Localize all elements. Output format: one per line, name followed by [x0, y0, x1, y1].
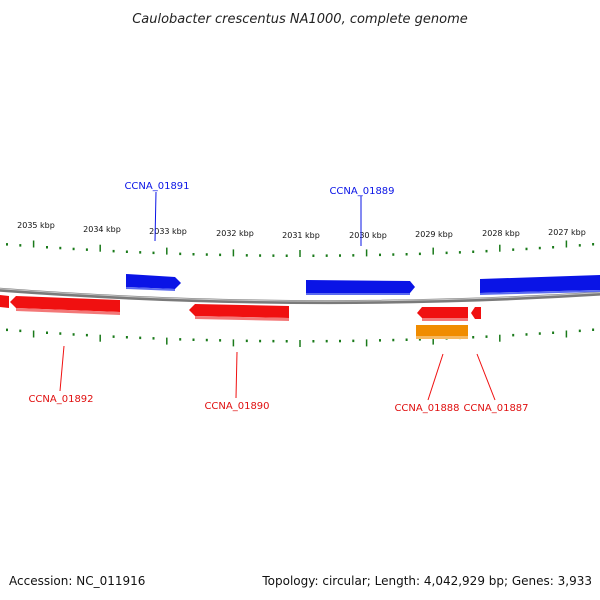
- reverse-strand-genes: [0, 295, 481, 339]
- genome-stats-text: Topology: circular; Length: 4,042,929 bp…: [262, 574, 592, 588]
- scale-label-2034: 2034 kbp: [83, 225, 121, 234]
- gene-ccna-01892[interactable]: [10, 296, 120, 312]
- gene-ccna-01887[interactable]: [471, 307, 481, 319]
- gene-ccna-01891[interactable]: [126, 274, 181, 289]
- gene-ccna-01890[interactable]: [189, 304, 289, 318]
- gene-ccna-01892-shade: [16, 308, 120, 315]
- genome-backbone-highlight: [0, 288, 600, 302]
- gene-label-ccna-01888[interactable]: CCNA_01888: [394, 403, 459, 414]
- gene-orange-feature-shade: [416, 336, 468, 339]
- leader-ccna-01887: [476, 353, 496, 401]
- scale-label-2030: 2030 kbp: [349, 231, 387, 240]
- scale-labels: 2035 kbp 2034 kbp 2033 kbp 2032 kbp 2031…: [17, 221, 586, 240]
- label-leaders: [59, 191, 496, 401]
- accession-text: Accession: NC_011916: [9, 574, 146, 588]
- gene-label-ccna-01889[interactable]: CCNA_01889: [329, 186, 394, 197]
- gene-forward-partial[interactable]: [480, 275, 600, 293]
- scale-label-2029: 2029 kbp: [415, 230, 453, 239]
- map-title: Caulobacter crescentus NA1000, complete …: [132, 12, 468, 27]
- gene-ccna-01889-shade: [306, 293, 410, 295]
- scale-label-2035: 2035 kbp: [17, 221, 55, 230]
- gene-forward-partial-shade: [480, 290, 600, 295]
- leader-ccna-01890: [235, 351, 238, 399]
- gene-ccna-01889[interactable]: [306, 280, 415, 293]
- genome-backbone: [0, 287, 600, 305]
- gene-reverse-partial[interactable]: [0, 295, 9, 308]
- gene-label-ccna-01892[interactable]: CCNA_01892: [28, 394, 93, 405]
- gene-labels: CCNA_01891 CCNA_01889 CCNA_01892 CCNA_01…: [28, 181, 528, 414]
- scale-label-2033: 2033 kbp: [149, 227, 187, 236]
- leader-ccna-01891: [154, 191, 157, 242]
- leader-ccna-01888: [427, 353, 444, 401]
- gene-ccna-01890-shade: [195, 316, 289, 321]
- gene-label-ccna-01887[interactable]: CCNA_01887: [463, 403, 528, 414]
- gene-ccna-01888[interactable]: [417, 307, 468, 318]
- gene-ccna-01891-shade: [126, 287, 175, 291]
- scale-ticks-inner: [6, 328, 595, 347]
- forward-strand-genes: [126, 274, 600, 295]
- scale-label-2028: 2028 kbp: [482, 229, 520, 238]
- scale-ticks-outer: [6, 240, 595, 257]
- gene-orange-feature[interactable]: [416, 325, 468, 336]
- scale-label-2032: 2032 kbp: [216, 229, 254, 238]
- scale-label-2027: 2027 kbp: [548, 228, 586, 237]
- gene-label-ccna-01890[interactable]: CCNA_01890: [204, 401, 269, 412]
- leader-ccna-01892: [59, 345, 65, 392]
- scale-label-2031: 2031 kbp: [282, 231, 320, 240]
- gene-label-ccna-01891[interactable]: CCNA_01891: [124, 181, 189, 192]
- gene-ccna-01888-shade: [422, 318, 468, 321]
